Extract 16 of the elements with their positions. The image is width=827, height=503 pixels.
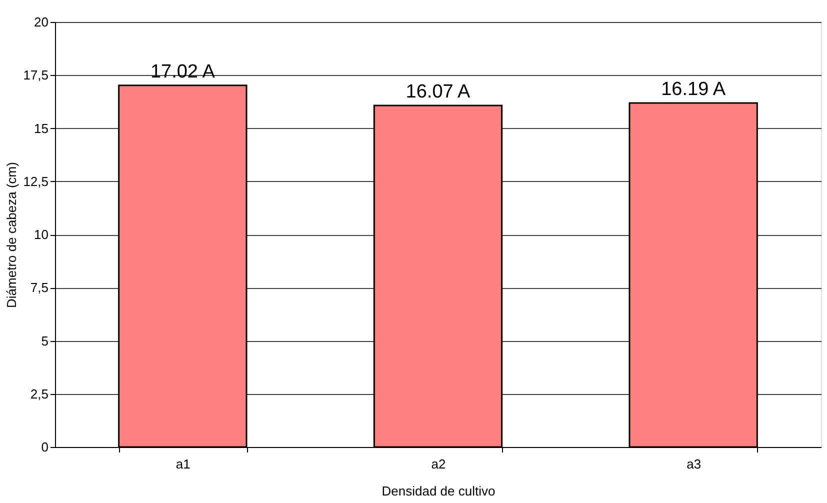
y-tick-label: 7,5 (30, 280, 48, 296)
data-label: 16.07 A (406, 82, 471, 103)
y-tick-label: 5 (41, 333, 48, 348)
y-tick-label: 17,5 (23, 68, 48, 83)
y-tick-label: 2,5 (30, 386, 48, 402)
x-tick-label: a2 (431, 456, 446, 472)
x-axis-title: Densidad de cultivo (382, 484, 496, 498)
y-axis-title: Diámetro de cabeza (cm) (4, 162, 20, 308)
y-tick-label: 0 (41, 440, 48, 454)
data-label: 16.19 A (661, 78, 726, 100)
y-tick-label: 10 (34, 227, 48, 242)
y-tick-label: 15 (34, 120, 48, 136)
y-tick-label: 20 (34, 14, 48, 30)
x-tick-label: a3 (686, 456, 702, 472)
x-tick-label: a1 (176, 456, 190, 472)
y-tick-label: 12,5 (23, 174, 48, 189)
